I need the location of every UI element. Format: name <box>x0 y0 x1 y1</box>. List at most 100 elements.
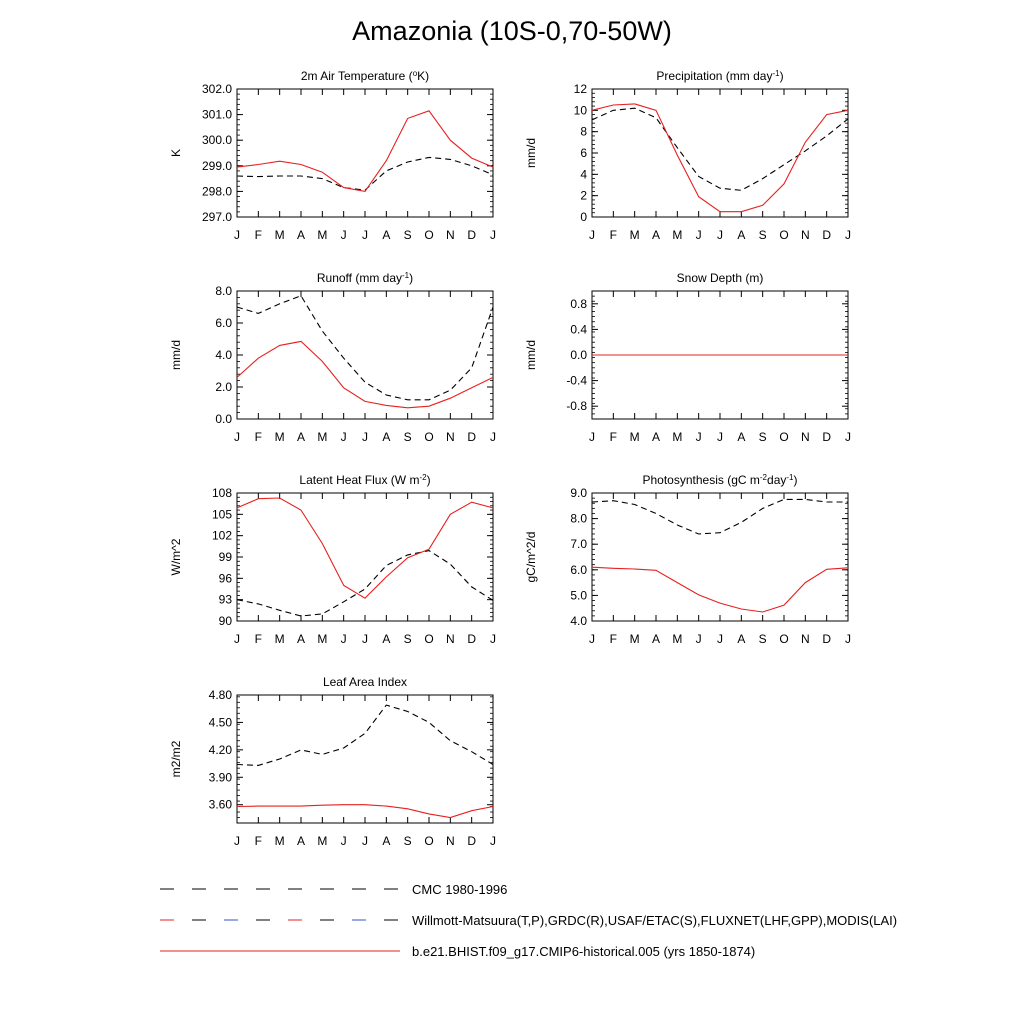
x-tick-label: J <box>717 430 723 444</box>
x-tick-label: N <box>801 430 810 444</box>
chart-panel-4: Snow Depth (m)mm/d-0.8-0.40.00.40.8J F M A M… <box>524 271 851 444</box>
panel-title: Latent Heat Flux (W m-2) <box>299 473 430 488</box>
x-tick-label: M <box>275 632 285 646</box>
x-tick-label: M <box>317 228 327 242</box>
y-tick-label: 4.0 <box>215 348 232 362</box>
title-text: Precipitation (mm day <box>656 69 772 83</box>
x-tick-label: J <box>589 632 595 646</box>
x-tick-label: J <box>362 632 368 646</box>
y-tick-label: 298.0 <box>202 184 232 198</box>
x-tick-label: F <box>610 632 617 646</box>
y-axis-label: m2/m2 <box>169 740 183 777</box>
y-tick-label: 3.90 <box>209 770 233 784</box>
x-tick-label: J <box>490 430 496 444</box>
title-text: day <box>767 473 786 487</box>
title-text: Photosynthesis (gC m <box>643 473 760 487</box>
series-line-model <box>591 566 849 613</box>
x-tick-label: J <box>845 228 851 242</box>
chart-panel-5: Latent Heat Flux (W m-2) W/m^2 90 93 96 99 102… <box>169 473 496 647</box>
x-tick-label: S <box>404 430 412 444</box>
x-tick-label: O <box>424 834 433 848</box>
series-line-obs <box>236 704 494 766</box>
y-tick-label: 6.0 <box>570 563 587 577</box>
x-tick-label: M <box>275 834 285 848</box>
x-tick-label: N <box>801 632 810 646</box>
x-tick-label: M <box>317 834 327 848</box>
plot-frame <box>236 290 494 420</box>
y-tick-label: 301.0 <box>202 108 232 122</box>
x-tick-label: M <box>630 228 640 242</box>
panel-title: Precipitation (mm day-1) <box>656 69 783 84</box>
x-tick-label: M <box>317 430 327 444</box>
title-text: ) <box>427 473 431 487</box>
x-tick-label: S <box>759 430 767 444</box>
x-tick-label: A <box>652 430 660 444</box>
y-tick-label: 4.80 <box>209 688 233 702</box>
x-tick-label: A <box>652 228 660 242</box>
x-tick-label: N <box>801 228 810 242</box>
x-tick-label: O <box>424 632 433 646</box>
x-tick-label: F <box>255 430 262 444</box>
x-tick-label: F <box>610 228 617 242</box>
y-tick-label: 108 <box>212 486 232 500</box>
x-tick-label: A <box>297 632 305 646</box>
title-superscript: -1 <box>402 271 410 280</box>
x-tick-label: J <box>717 632 723 646</box>
x-tick-label: F <box>255 228 262 242</box>
x-tick-label: J <box>234 632 240 646</box>
series-line-model <box>236 340 494 409</box>
x-tick-label: D <box>822 632 831 646</box>
plot-frame <box>236 694 494 824</box>
chart-panel-7: Leaf Area Index m2/m2 3.60 3.90 4.20 4.50 4.80… <box>169 675 496 848</box>
x-tick-label: O <box>779 632 788 646</box>
chart-panel-6: Photosynthesis (gC m-2day-1) gC/m^2/d 4.0 5… <box>524 473 851 647</box>
x-tick-label: D <box>467 228 476 242</box>
x-tick-label: J <box>696 228 702 242</box>
panel-title: Snow Depth (m) <box>677 271 764 285</box>
title-text: Leaf Area Index <box>323 675 407 689</box>
series-line-obs <box>236 295 494 401</box>
y-tick-label: 2 <box>580 189 587 203</box>
series-line-obs <box>591 107 849 191</box>
x-tick-label: A <box>382 430 390 444</box>
x-tick-label: J <box>234 228 240 242</box>
x-tick-label: J <box>696 632 702 646</box>
y-tick-label: 299.0 <box>202 159 232 173</box>
panel-title: Photosynthesis (gC m-2day-1) <box>643 473 798 488</box>
y-tick-label: 0.0 <box>215 412 232 426</box>
x-tick-label: J <box>341 632 347 646</box>
x-tick-label: J <box>490 228 496 242</box>
x-tick-label: A <box>382 834 390 848</box>
y-tick-label: 102 <box>212 529 232 543</box>
legend-label: b.e21.BHIST.f09_g17.CMIP6-historical.005… <box>412 944 755 959</box>
y-tick-label: 8.0 <box>570 512 587 526</box>
y-tick-label: 12 <box>574 82 588 96</box>
series-line-model <box>236 110 494 193</box>
x-tick-label: M <box>672 430 682 444</box>
y-tick-label: 9.0 <box>570 486 587 500</box>
y-tick-label: 6.0 <box>215 316 232 330</box>
panel-title: Runoff (mm day-1) <box>317 271 413 286</box>
x-tick-label: J <box>490 632 496 646</box>
series-line-model <box>591 103 849 213</box>
x-tick-label: M <box>630 430 640 444</box>
title-text: ) <box>780 69 784 83</box>
y-tick-label: 300.0 <box>202 133 232 147</box>
x-tick-label: A <box>737 632 745 646</box>
x-tick-label: A <box>297 834 305 848</box>
y-axis-label: gC/m^2/d <box>524 532 538 583</box>
x-tick-label: N <box>446 430 455 444</box>
y-tick-label: 93 <box>219 593 233 607</box>
title-superscript: -1 <box>786 473 794 482</box>
figure-title: Amazonia (10S-0,70-50W) <box>352 16 672 46</box>
x-tick-label: O <box>424 430 433 444</box>
x-tick-label: A <box>297 430 305 444</box>
y-tick-label: 3.60 <box>209 798 233 812</box>
series-line-model <box>236 497 494 599</box>
y-tick-label: 4.0 <box>570 614 587 628</box>
y-tick-label: 2.0 <box>215 380 232 394</box>
x-tick-label: J <box>234 834 240 848</box>
x-tick-label: J <box>362 834 368 848</box>
y-axis-label: mm/d <box>524 340 538 370</box>
